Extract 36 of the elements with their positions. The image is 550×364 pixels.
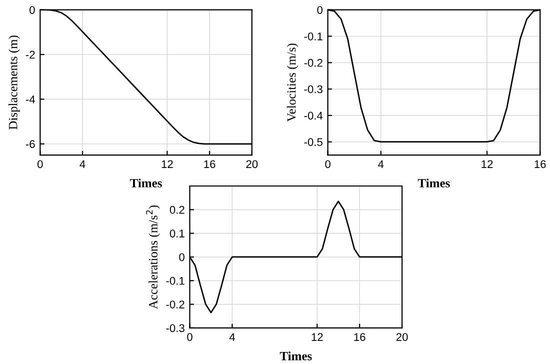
x-tick-label: 16 xyxy=(534,160,546,168)
y-tick-label: -0.1 xyxy=(166,276,184,285)
x-axis-title: Times xyxy=(418,178,450,188)
y-tick-label: -0.4 xyxy=(304,112,323,120)
x-tick-label: 20 xyxy=(246,160,258,168)
x-tick-label: 16 xyxy=(204,160,216,168)
y-tick-label: -0.2 xyxy=(304,58,322,67)
x-tick-label: 0 xyxy=(37,160,43,168)
x-tick-label: 20 xyxy=(396,333,408,341)
x-axis-title: Times xyxy=(130,178,162,188)
y-tick-label: -0.5 xyxy=(304,138,322,146)
y-tick-label: 0 xyxy=(179,253,184,262)
y-axis-title: Velocities (m/s) xyxy=(286,44,298,122)
x-tick-label: 4 xyxy=(378,160,384,168)
x-tick-label: 0 xyxy=(187,333,192,341)
x-tick-label: 0 xyxy=(325,160,330,168)
y-tick-label: 0 xyxy=(30,6,35,14)
y-tick-label: 0.2 xyxy=(170,206,184,214)
y-tick-label: -0.1 xyxy=(304,32,322,40)
y-axis-title: Displacements (m) xyxy=(8,36,20,130)
y-tick-label: -0.3 xyxy=(166,324,184,332)
x-tick-label: 12 xyxy=(312,333,323,341)
y-tick-label: -0.3 xyxy=(304,85,322,94)
y-tick-label: -6 xyxy=(26,140,35,148)
x-tick-label: 4 xyxy=(229,333,235,341)
y-tick-label: -0.2 xyxy=(166,300,184,308)
x-tick-label: 16 xyxy=(354,333,366,341)
y-tick-label: 0 xyxy=(317,6,323,14)
y-tick-label: 0.1 xyxy=(170,230,184,238)
x-axis-title: Times xyxy=(280,352,312,360)
x-tick-label: 12 xyxy=(482,160,493,168)
y-tick-label: -2 xyxy=(26,50,35,59)
x-tick-label: 4 xyxy=(80,160,86,168)
y-tick-label: -4 xyxy=(26,96,35,104)
x-tick-label: 12 xyxy=(162,160,173,168)
y-axis-title: Accelerations (m/s$^{2}$) xyxy=(146,205,160,310)
